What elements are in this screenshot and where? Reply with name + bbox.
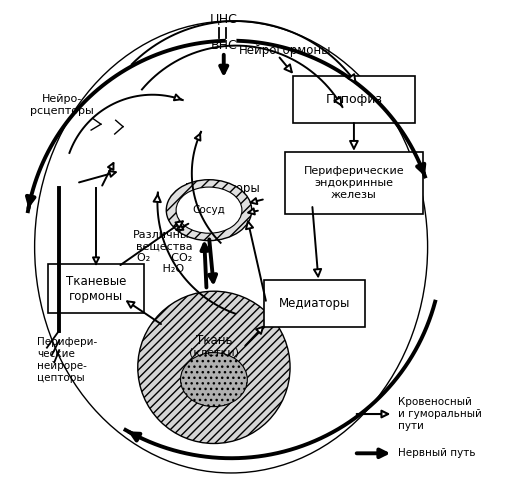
Text: ЦНС: ЦНС <box>210 12 238 25</box>
Ellipse shape <box>176 187 242 233</box>
Text: Кровеносный
и гуморальный
пути: Кровеносный и гуморальный пути <box>398 397 482 431</box>
Text: Тканевые
гормоны: Тканевые гормоны <box>66 275 126 303</box>
Text: Гипофиз: Гипофиз <box>326 93 382 106</box>
FancyBboxPatch shape <box>264 280 365 327</box>
FancyBboxPatch shape <box>285 153 423 214</box>
Text: Вазомоторы: Вазомоторы <box>184 182 260 195</box>
Text: (клетки): (клетки) <box>189 348 239 358</box>
Text: Периферические
эндокринные
железы: Периферические эндокринные железы <box>304 166 404 200</box>
Ellipse shape <box>166 180 252 241</box>
Text: Нервный путь: Нервный путь <box>398 449 476 458</box>
Text: Ткань: Ткань <box>195 334 232 347</box>
Text: ВНС: ВНС <box>210 39 237 52</box>
Circle shape <box>138 291 290 444</box>
Text: Перифери-
ческие
нейроре-
цепторы: Перифери- ческие нейроре- цепторы <box>37 337 97 383</box>
Ellipse shape <box>181 353 247 407</box>
Text: Нейро-
рсцепторы: Нейро- рсцепторы <box>30 93 93 116</box>
FancyBboxPatch shape <box>293 76 415 123</box>
Text: Сосуд: Сосуд <box>193 205 225 215</box>
Text: Различные
вещества
O₂      CO₂
     H₂O: Различные вещества O₂ CO₂ H₂O <box>133 230 196 274</box>
Text: Нейрогормоны: Нейрогормоны <box>239 44 331 57</box>
FancyBboxPatch shape <box>48 264 144 313</box>
Text: Медиаторы: Медиаторы <box>279 297 350 310</box>
